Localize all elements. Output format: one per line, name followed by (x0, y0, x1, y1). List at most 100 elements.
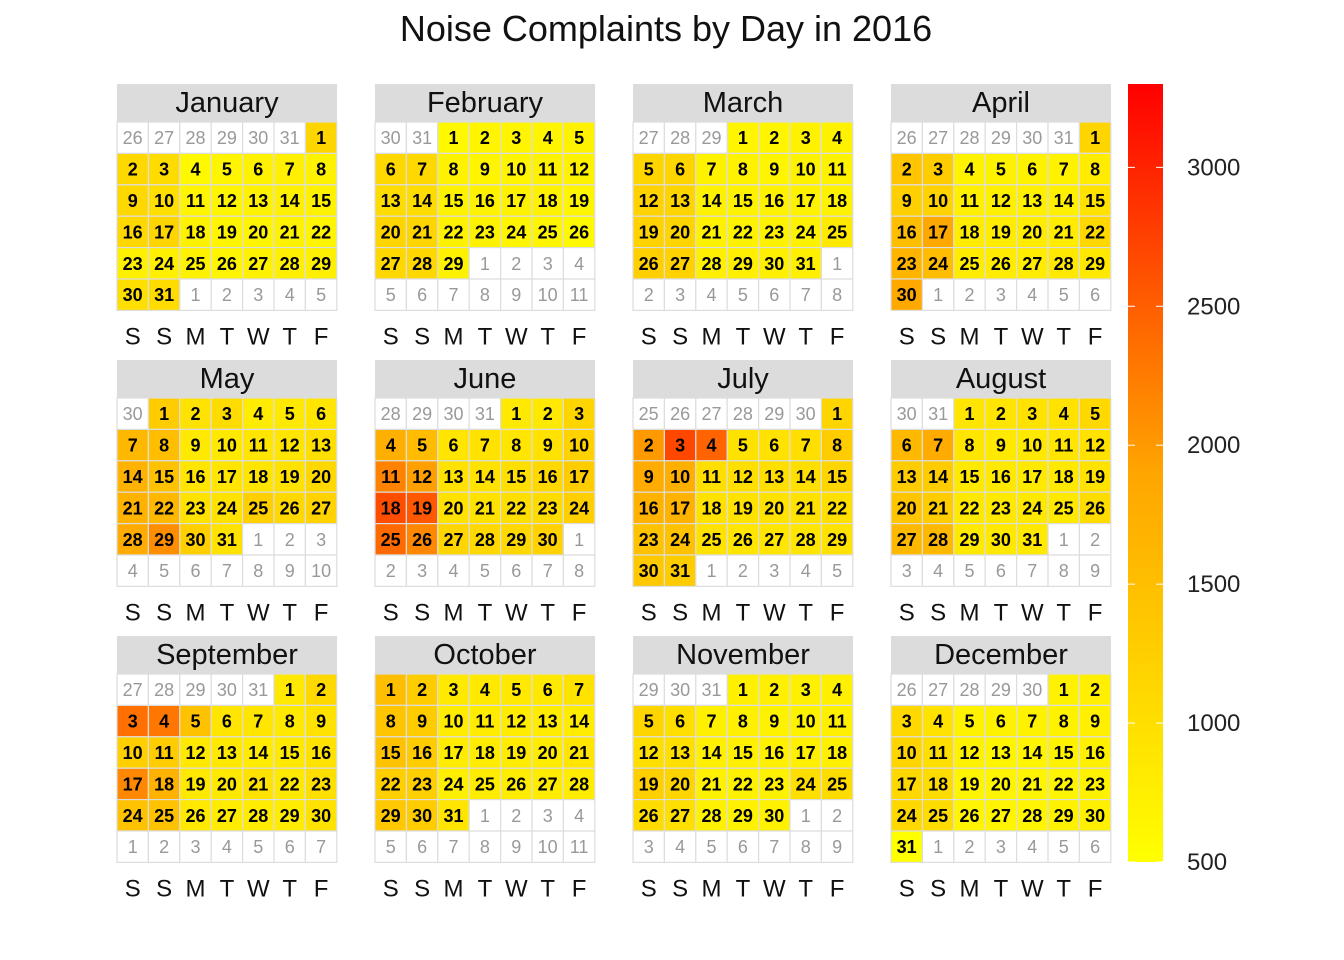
weekday-label: S (672, 323, 688, 350)
weekday-label: T (1056, 323, 1071, 350)
weekday-label: W (247, 875, 270, 902)
day-number: 3 (128, 712, 138, 732)
day-number: 5 (190, 712, 200, 732)
day-number: 31 (217, 530, 237, 550)
adjacent-day-number: 30 (1022, 128, 1042, 148)
day-number: 11 (929, 743, 948, 763)
day-number: 2 (769, 128, 779, 148)
adjacent-day-number: 5 (480, 561, 490, 581)
day-cell (304, 673, 338, 706)
day-cell (210, 247, 244, 280)
adjacent-day-cell (921, 554, 955, 587)
day-number: 7 (128, 436, 138, 456)
day-number: 4 (1059, 404, 1069, 424)
weekday-label: F (830, 599, 845, 626)
day-number: 2 (644, 436, 654, 456)
day-number: 30 (1085, 806, 1105, 826)
day-number: 23 (475, 222, 495, 242)
day-number: 1 (964, 404, 974, 424)
weekday-label: S (383, 323, 399, 350)
day-number: 5 (511, 680, 521, 700)
day-number: 4 (832, 128, 842, 148)
day-cell (468, 184, 502, 217)
day-number: 3 (801, 128, 811, 148)
adjacent-day-number: 3 (902, 561, 912, 581)
weekday-label: T (1056, 875, 1071, 902)
day-number: 23 (123, 254, 143, 274)
day-number: 20 (381, 222, 401, 242)
month-title: December (934, 639, 1068, 671)
day-number: 10 (217, 436, 237, 456)
day-cell (179, 798, 212, 832)
day-number: 7 (706, 712, 716, 732)
weekday-label: M (444, 599, 464, 626)
day-cell (663, 704, 697, 738)
day-cell (953, 491, 986, 525)
day-number: 13 (1022, 191, 1042, 211)
adjacent-day-number: 3 (417, 561, 427, 581)
month-header (117, 84, 337, 122)
day-number: 3 (574, 404, 584, 424)
day-cell (437, 460, 470, 493)
adjacent-day-number: 28 (154, 680, 174, 700)
day-number: 5 (574, 128, 584, 148)
day-cell (890, 736, 923, 769)
day-number: 26 (733, 530, 753, 550)
day-number: 31 (154, 285, 174, 305)
day-cell (1015, 736, 1049, 769)
day-number: 17 (928, 222, 948, 242)
day-number: 10 (154, 191, 174, 211)
day-number: 18 (248, 467, 268, 487)
adjacent-day-number: 6 (190, 561, 200, 581)
day-number: 25 (827, 222, 847, 242)
adjacent-day-number: 28 (670, 128, 690, 148)
day-number: 16 (897, 222, 917, 242)
day-number: 18 (154, 774, 174, 794)
adjacent-day-cell (1047, 830, 1080, 863)
adjacent-day-number: 2 (285, 530, 295, 550)
day-cell (147, 215, 181, 249)
day-number: 26 (217, 254, 237, 274)
adjacent-day-number: 2 (964, 285, 974, 305)
day-number: 1 (1059, 680, 1069, 700)
day-number: 1 (316, 128, 326, 148)
adjacent-day-number: 10 (538, 837, 558, 857)
day-number: 11 (475, 712, 494, 732)
day-number: 23 (185, 498, 205, 518)
adjacent-day-cell (304, 278, 338, 311)
month-header (633, 636, 853, 674)
day-cell (820, 673, 854, 706)
adjacent-day-number: 8 (801, 837, 811, 857)
adjacent-day-number: 5 (253, 837, 263, 857)
day-cell (1047, 460, 1080, 493)
day-number: 28 (248, 806, 268, 826)
adjacent-day-number: 9 (832, 837, 842, 857)
day-cell (757, 491, 791, 525)
day-number: 23 (311, 774, 331, 794)
adjacent-day-number: 1 (933, 285, 943, 305)
day-number: 1 (1090, 128, 1100, 148)
adjacent-day-number: 8 (480, 285, 490, 305)
day-cell (304, 736, 338, 769)
adjacent-day-cell (500, 247, 533, 280)
adjacent-day-number: 25 (639, 404, 659, 424)
day-number: 20 (670, 774, 690, 794)
adjacent-day-cell (405, 278, 439, 311)
adjacent-day-number: 2 (738, 561, 748, 581)
weekday-label: F (830, 875, 845, 902)
day-number: 9 (417, 712, 427, 732)
adjacent-day-number: 28 (959, 128, 979, 148)
adjacent-day-number: 4 (1027, 285, 1037, 305)
day-number: 3 (1027, 404, 1037, 424)
weekday-label: S (383, 599, 399, 626)
day-cell (890, 215, 923, 249)
weekday-label: W (505, 323, 528, 350)
day-cell (953, 184, 986, 217)
day-number: 30 (764, 254, 784, 274)
weekday-label: S (383, 875, 399, 902)
adjacent-day-number: 6 (285, 837, 295, 857)
